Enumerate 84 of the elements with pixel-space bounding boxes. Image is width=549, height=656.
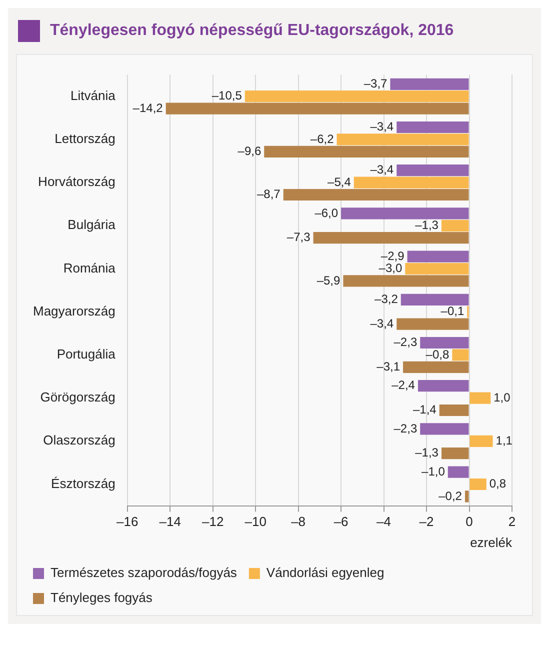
bar <box>343 275 469 287</box>
data-label: –3,4 <box>370 316 394 330</box>
bar <box>336 134 469 146</box>
data-label: –6,0 <box>314 206 338 220</box>
bar <box>396 164 469 176</box>
bar <box>283 188 469 201</box>
y-tick-label: Észtország <box>51 476 116 491</box>
data-label: –9,6 <box>238 144 262 158</box>
bar <box>405 262 469 275</box>
bar <box>420 336 469 349</box>
data-label: –3,0 <box>378 261 402 276</box>
x-tick-label: –16 <box>116 514 138 530</box>
y-tick-label: Horvátország <box>38 174 116 190</box>
data-label: 1,0 <box>494 390 511 404</box>
data-label: –6,2 <box>310 132 334 146</box>
data-label: –3,2 <box>374 292 398 306</box>
data-label: –1,0 <box>422 464 446 478</box>
y-tick-label: Litvánia <box>70 88 116 103</box>
x-tick-label: 0 <box>466 514 473 530</box>
bar <box>407 250 469 262</box>
data-label: 1,1 <box>496 433 513 448</box>
y-tick-label: Olaszország <box>43 432 116 448</box>
x-tick-label: –10 <box>244 514 266 530</box>
data-label: –7,3 <box>286 230 311 244</box>
bar <box>470 435 493 447</box>
x-axis-title: ezrelék <box>470 534 512 550</box>
y-tick-label: Görögország <box>40 390 116 405</box>
bar <box>464 490 469 502</box>
bar <box>470 478 486 490</box>
x-tick-label: –2 <box>419 514 434 530</box>
x-tick-label: –12 <box>202 514 224 530</box>
bar <box>264 146 469 158</box>
data-label: –8,7 <box>257 187 281 202</box>
bar <box>354 176 469 188</box>
data-label: –3,4 <box>370 120 394 134</box>
bar <box>418 380 469 392</box>
bar <box>452 349 469 361</box>
data-label: –1,3 <box>415 218 439 232</box>
chart-title: Ténylegesen fogyó népességű EU-tagországok, 2016 <box>50 22 454 40</box>
data-label: –5,9 <box>316 273 341 288</box>
x-tick-label: 2 <box>508 514 516 530</box>
data-label: –0,2 <box>438 488 462 503</box>
bar <box>470 392 491 404</box>
data-label: –1,4 <box>412 402 437 417</box>
data-label: –3,4 <box>370 162 394 177</box>
legend-label: Természetes szaporodás/fogyás <box>50 565 238 580</box>
data-label: –2,3 <box>394 335 418 350</box>
y-tick-label: Portugália <box>56 346 116 362</box>
x-tick-label: –14 <box>159 514 181 530</box>
bar <box>313 232 469 244</box>
x-tick-label: –6 <box>334 514 348 530</box>
data-label: –2,4 <box>392 378 416 392</box>
bar <box>166 102 469 114</box>
bar <box>441 220 469 232</box>
y-tick-label: Magyarország <box>32 303 116 318</box>
data-label: –0,8 <box>426 347 450 362</box>
legend-label: Tényleges fogyás <box>50 590 153 606</box>
bar <box>439 404 469 416</box>
data-label: –2,9 <box>380 248 405 263</box>
data-label: –1,3 <box>415 446 439 460</box>
bar <box>400 294 469 306</box>
bar <box>341 208 469 220</box>
data-label: –2,3 <box>394 421 418 436</box>
bar <box>396 318 469 330</box>
data-label: –5,4 <box>328 174 352 189</box>
x-tick-label: –4 <box>376 514 392 530</box>
bar <box>448 466 469 478</box>
data-label: –3,1 <box>376 359 400 374</box>
data-label: –10,5 <box>212 88 242 103</box>
legend-label: Vándorlási egyenleg <box>266 565 384 580</box>
data-label: –14,2 <box>132 100 164 115</box>
bar <box>244 90 469 102</box>
x-tick-label: –8 <box>291 514 306 530</box>
y-tick-label: Románia <box>63 260 116 276</box>
y-tick-label: Lettország <box>54 131 116 146</box>
bar <box>420 423 469 435</box>
bar <box>396 121 469 134</box>
data-label: 0,8 <box>489 476 506 491</box>
data-label: –0,1 <box>440 304 464 318</box>
y-tick-label: Bulgária <box>68 217 116 232</box>
bar <box>441 448 469 460</box>
data-label: –3,7 <box>364 76 388 90</box>
bar <box>403 361 469 373</box>
bar <box>390 78 469 90</box>
